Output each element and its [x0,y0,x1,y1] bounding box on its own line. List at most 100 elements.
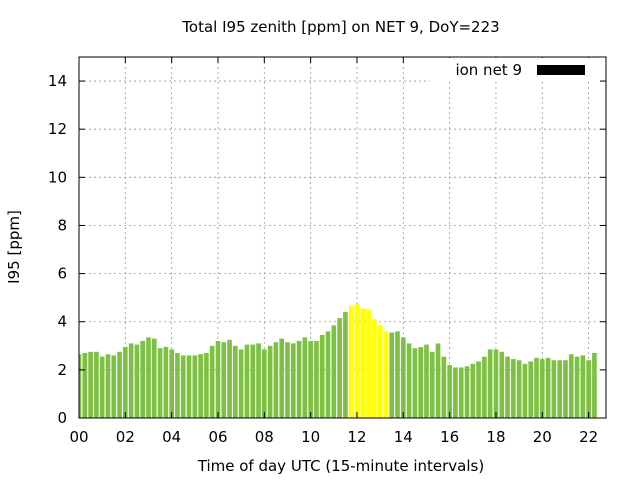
bar [221,342,227,418]
bar [453,367,458,418]
x-tick-label: 14 [394,428,413,446]
bar [198,354,203,418]
legend-label: ion net 9 [455,61,522,79]
bar [215,340,221,418]
bar [99,356,105,418]
bar [557,360,562,418]
bar [244,344,250,418]
x-tick-label: 00 [69,428,88,446]
bar [250,344,256,418]
bar [123,347,128,418]
y-tick-label: 6 [57,265,67,283]
bar [256,343,261,418]
bar [429,351,435,418]
bar [499,351,505,418]
bar [505,356,510,418]
bar [470,363,476,418]
bar [568,354,574,418]
y-tick-label: 0 [57,409,67,427]
grid [79,57,606,418]
x-tick-label: 12 [347,428,366,446]
bar [151,338,157,418]
x-tick-label: 08 [255,428,274,446]
bar [366,309,371,418]
bar [348,306,354,418]
y-tick-label: 4 [57,313,67,331]
bar [522,363,528,418]
x-tick-label: 06 [208,428,227,446]
bar [331,325,337,418]
x-tick-label: 02 [116,428,135,446]
bar [296,340,302,418]
bar [406,343,412,418]
bar [511,359,516,418]
bar [493,349,499,418]
bar [267,345,273,418]
bar [337,318,342,418]
y-tick-label: 12 [48,120,67,138]
y-tick-label: 10 [48,168,67,186]
x-axis-label: Time of day UTC (15-minute intervals) [197,457,484,475]
bar [105,354,111,418]
x-tick-label: 10 [301,428,320,446]
bar [592,353,597,418]
bar [586,360,591,418]
bar [354,303,360,418]
bar [418,347,423,418]
bar [186,355,192,418]
bar [580,355,586,418]
bar [441,356,447,418]
bars [79,303,597,418]
bar [117,351,122,418]
legend-swatch [537,65,585,75]
x-tick-label: 04 [162,428,181,446]
bar [128,343,134,418]
bar [175,353,180,418]
bar [476,361,481,418]
bar [563,360,568,418]
bar [528,361,534,418]
bar [233,345,238,418]
bar [545,357,551,418]
bar [88,351,93,418]
bar [94,351,99,418]
bar [314,340,319,418]
bar [157,348,163,418]
bar [464,366,470,418]
bar [134,344,140,418]
y-axis-label: I95 [ppm] [5,210,23,284]
bar [227,339,232,418]
bar [395,331,400,418]
bar [279,338,285,418]
bar [372,319,377,418]
bar [285,342,290,418]
y-tick-label: 2 [57,361,67,379]
bar [482,356,487,418]
bar [360,308,366,418]
bar [192,355,198,418]
bar [209,345,215,418]
bar [82,353,88,418]
bar [534,357,539,418]
bar [458,367,464,418]
bar [516,360,522,418]
bar [146,337,151,418]
bar [111,355,117,418]
chart-title: Total I95 zenith [ppm] on NET 9, DoY=223 [181,18,499,36]
bar [238,349,244,418]
bar [574,356,580,418]
bar [290,343,296,418]
bar [325,331,331,418]
legend: ion net 9 [430,58,600,82]
bar [343,312,348,418]
bar [180,355,186,418]
bar [169,349,174,418]
bar [308,340,313,418]
bar [377,325,383,418]
y-tick-label: 8 [57,216,67,234]
bar [163,347,169,418]
bar [273,342,279,418]
bar [487,349,493,418]
